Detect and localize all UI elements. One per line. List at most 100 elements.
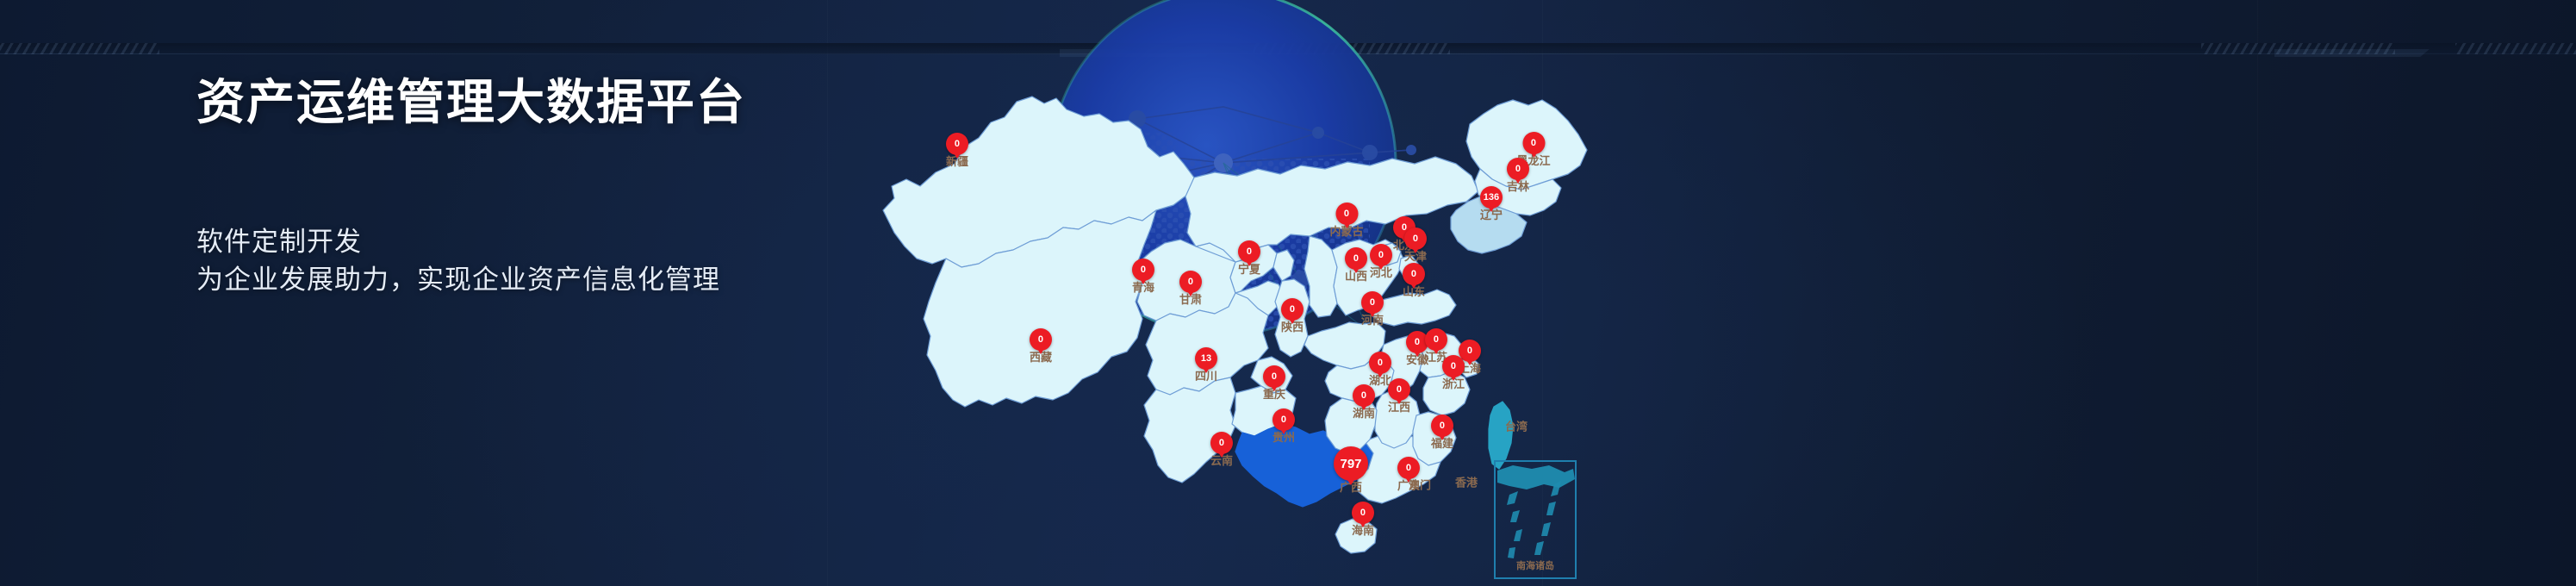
map-pin-icon: 0 [1521,132,1545,154]
marker-count: 0 [1187,276,1194,287]
marker-count: 13 [1200,352,1212,364]
marker-label: 安徽 [1405,353,1429,366]
marker-count: 0 [1515,163,1521,174]
marker-count: 0 [1396,383,1403,395]
map-marker[interactable]: 0 湖北 [1368,352,1391,386]
marker-label: 海南 [1351,524,1375,537]
subtitle-line-2: 为企业发展助力，实现企业资产信息化管理 [196,264,720,295]
marker-count: 0 [1360,390,1367,401]
marker-label: 广东 [1397,479,1421,492]
map-pin-icon: 0 [1368,352,1391,374]
map-marker[interactable]: 0 浙江 [1441,355,1465,390]
map-marker[interactable]: 797 广西 [1334,446,1368,493]
map-pin-icon: 0 [1369,244,1392,266]
map-marker[interactable]: 0 内蒙古 [1329,203,1364,237]
marker-count: 0 [1530,137,1537,148]
map-pin-icon: 0 [1344,247,1367,270]
map-pin-icon: 0 [1397,457,1420,479]
map-pin-icon: 0 [1352,384,1375,407]
marker-count: 0 [1369,296,1376,308]
marker-label: 重庆 [1262,388,1286,401]
map-marker[interactable]: 0 福建 [1430,415,1454,450]
marker-count: 0 [1433,334,1440,345]
map-marker[interactable]: 0 宁夏 [1237,240,1261,276]
map-marker[interactable]: 0 上海 [1458,340,1481,374]
marker-label: 宁夏 [1237,263,1261,276]
map-marker[interactable]: 0 河北 [1369,244,1393,279]
map-marker[interactable]: 0 江苏 [1424,328,1448,364]
map-marker[interactable]: 0 重庆 [1262,365,1286,401]
china-map[interactable]: 0 新疆 0 西藏 0 青海 0 甘肃 0 宁夏 0 内蒙古 0 陕西 13 四川 0 重庆 0 云南 0 贵州 797 广西… [853,0,1714,586]
map-marker[interactable]: 0 甘肃 [1179,271,1202,305]
south-china-sea-graphic [1497,465,1575,558]
marker-label: 陕西 [1280,321,1304,334]
map-marker[interactable]: 0 云南 [1210,432,1233,466]
map-marker[interactable]: 0 青海 [1131,259,1154,293]
marker-label: 云南 [1210,454,1234,467]
map-pin-icon: 0 [1179,271,1202,293]
map-marker[interactable]: 0 天津 [1403,228,1428,263]
map-marker[interactable]: 0 湖南 [1352,384,1376,420]
map-marker[interactable]: 0 西藏 [1029,328,1053,364]
marker-count: 0 [1377,357,1384,368]
marker-label: 山西 [1344,270,1368,283]
marker-count: 0 [1246,246,1253,257]
marker-count: 0 [1353,252,1360,264]
map-pin-icon: 0 [1029,328,1052,351]
marker-label: 新疆 [945,155,969,168]
marker-label: 贵州 [1272,431,1296,444]
map-pin-icon: 0 [1351,502,1374,524]
map-marker[interactable]: 136 辽宁 [1479,186,1503,221]
marker-label: 西藏 [1029,351,1053,364]
marker-count: 0 [1450,360,1457,371]
region-taiwan [1488,401,1514,470]
marker-count: 0 [1140,264,1147,275]
map-marker[interactable]: 0 山东 [1402,263,1425,297]
map-marker[interactable]: 0 新疆 [945,133,969,168]
marker-count: 0 [1405,462,1412,473]
map-pin-icon: 0 [1430,415,1453,437]
map-marker[interactable]: 13 四川 [1194,347,1218,383]
map-marker[interactable]: 0 山西 [1344,247,1368,283]
marker-count: 0 [1439,420,1446,431]
map-marker[interactable]: 0 陕西 [1280,298,1304,334]
map-marker[interactable]: 0 海南 [1351,502,1375,537]
map-pin-icon: 0 [1131,259,1154,281]
marker-count: 0 [1271,371,1278,382]
map-pin-icon: 0 [1441,355,1465,377]
marker-count: 797 [1340,456,1362,471]
marker-count: 0 [1410,268,1417,279]
marker-count: 0 [1343,208,1350,219]
marker-label: 四川 [1194,370,1218,383]
marker-label: 天津 [1403,250,1428,263]
map-marker[interactable]: 0 吉林 [1506,158,1530,193]
map-marker[interactable]: 0 河南 [1360,291,1384,327]
marker-count: 0 [1378,249,1384,260]
marker-label: 江西 [1387,401,1411,414]
marker-label: 湖南 [1352,407,1376,420]
map-pin-icon: 0 [1280,298,1304,321]
marker-label: 吉林 [1506,180,1530,193]
marker-count: 0 [1412,233,1419,244]
map-marker[interactable]: 0 广东 [1397,457,1420,491]
marker-count: 0 [1466,345,1473,356]
marker-count: 0 [1218,437,1225,448]
map-pin-icon: 0 [1210,432,1233,454]
south-china-sea-inset[interactable]: 南海诸岛 [1494,460,1577,579]
region-label: 香港 [1454,476,1478,489]
map-pin-icon: 0 [1402,263,1425,285]
map-pin-icon: 0 [1506,158,1529,180]
marker-count: 0 [1289,303,1296,315]
map-marker[interactable]: 0 贵州 [1272,408,1295,443]
marker-label: 福建 [1430,437,1454,450]
hatch-stripe [0,43,159,54]
china-regions [882,96,1588,554]
map-pin-icon: 0 [1272,408,1295,431]
marker-label: 河南 [1360,314,1384,327]
hatch-stripe [2455,43,2576,54]
map-marker[interactable]: 0 江西 [1387,378,1411,414]
hatch-stripe [2201,43,2395,54]
marker-label: 河北 [1369,266,1393,279]
marker-label: 江苏 [1424,351,1448,364]
